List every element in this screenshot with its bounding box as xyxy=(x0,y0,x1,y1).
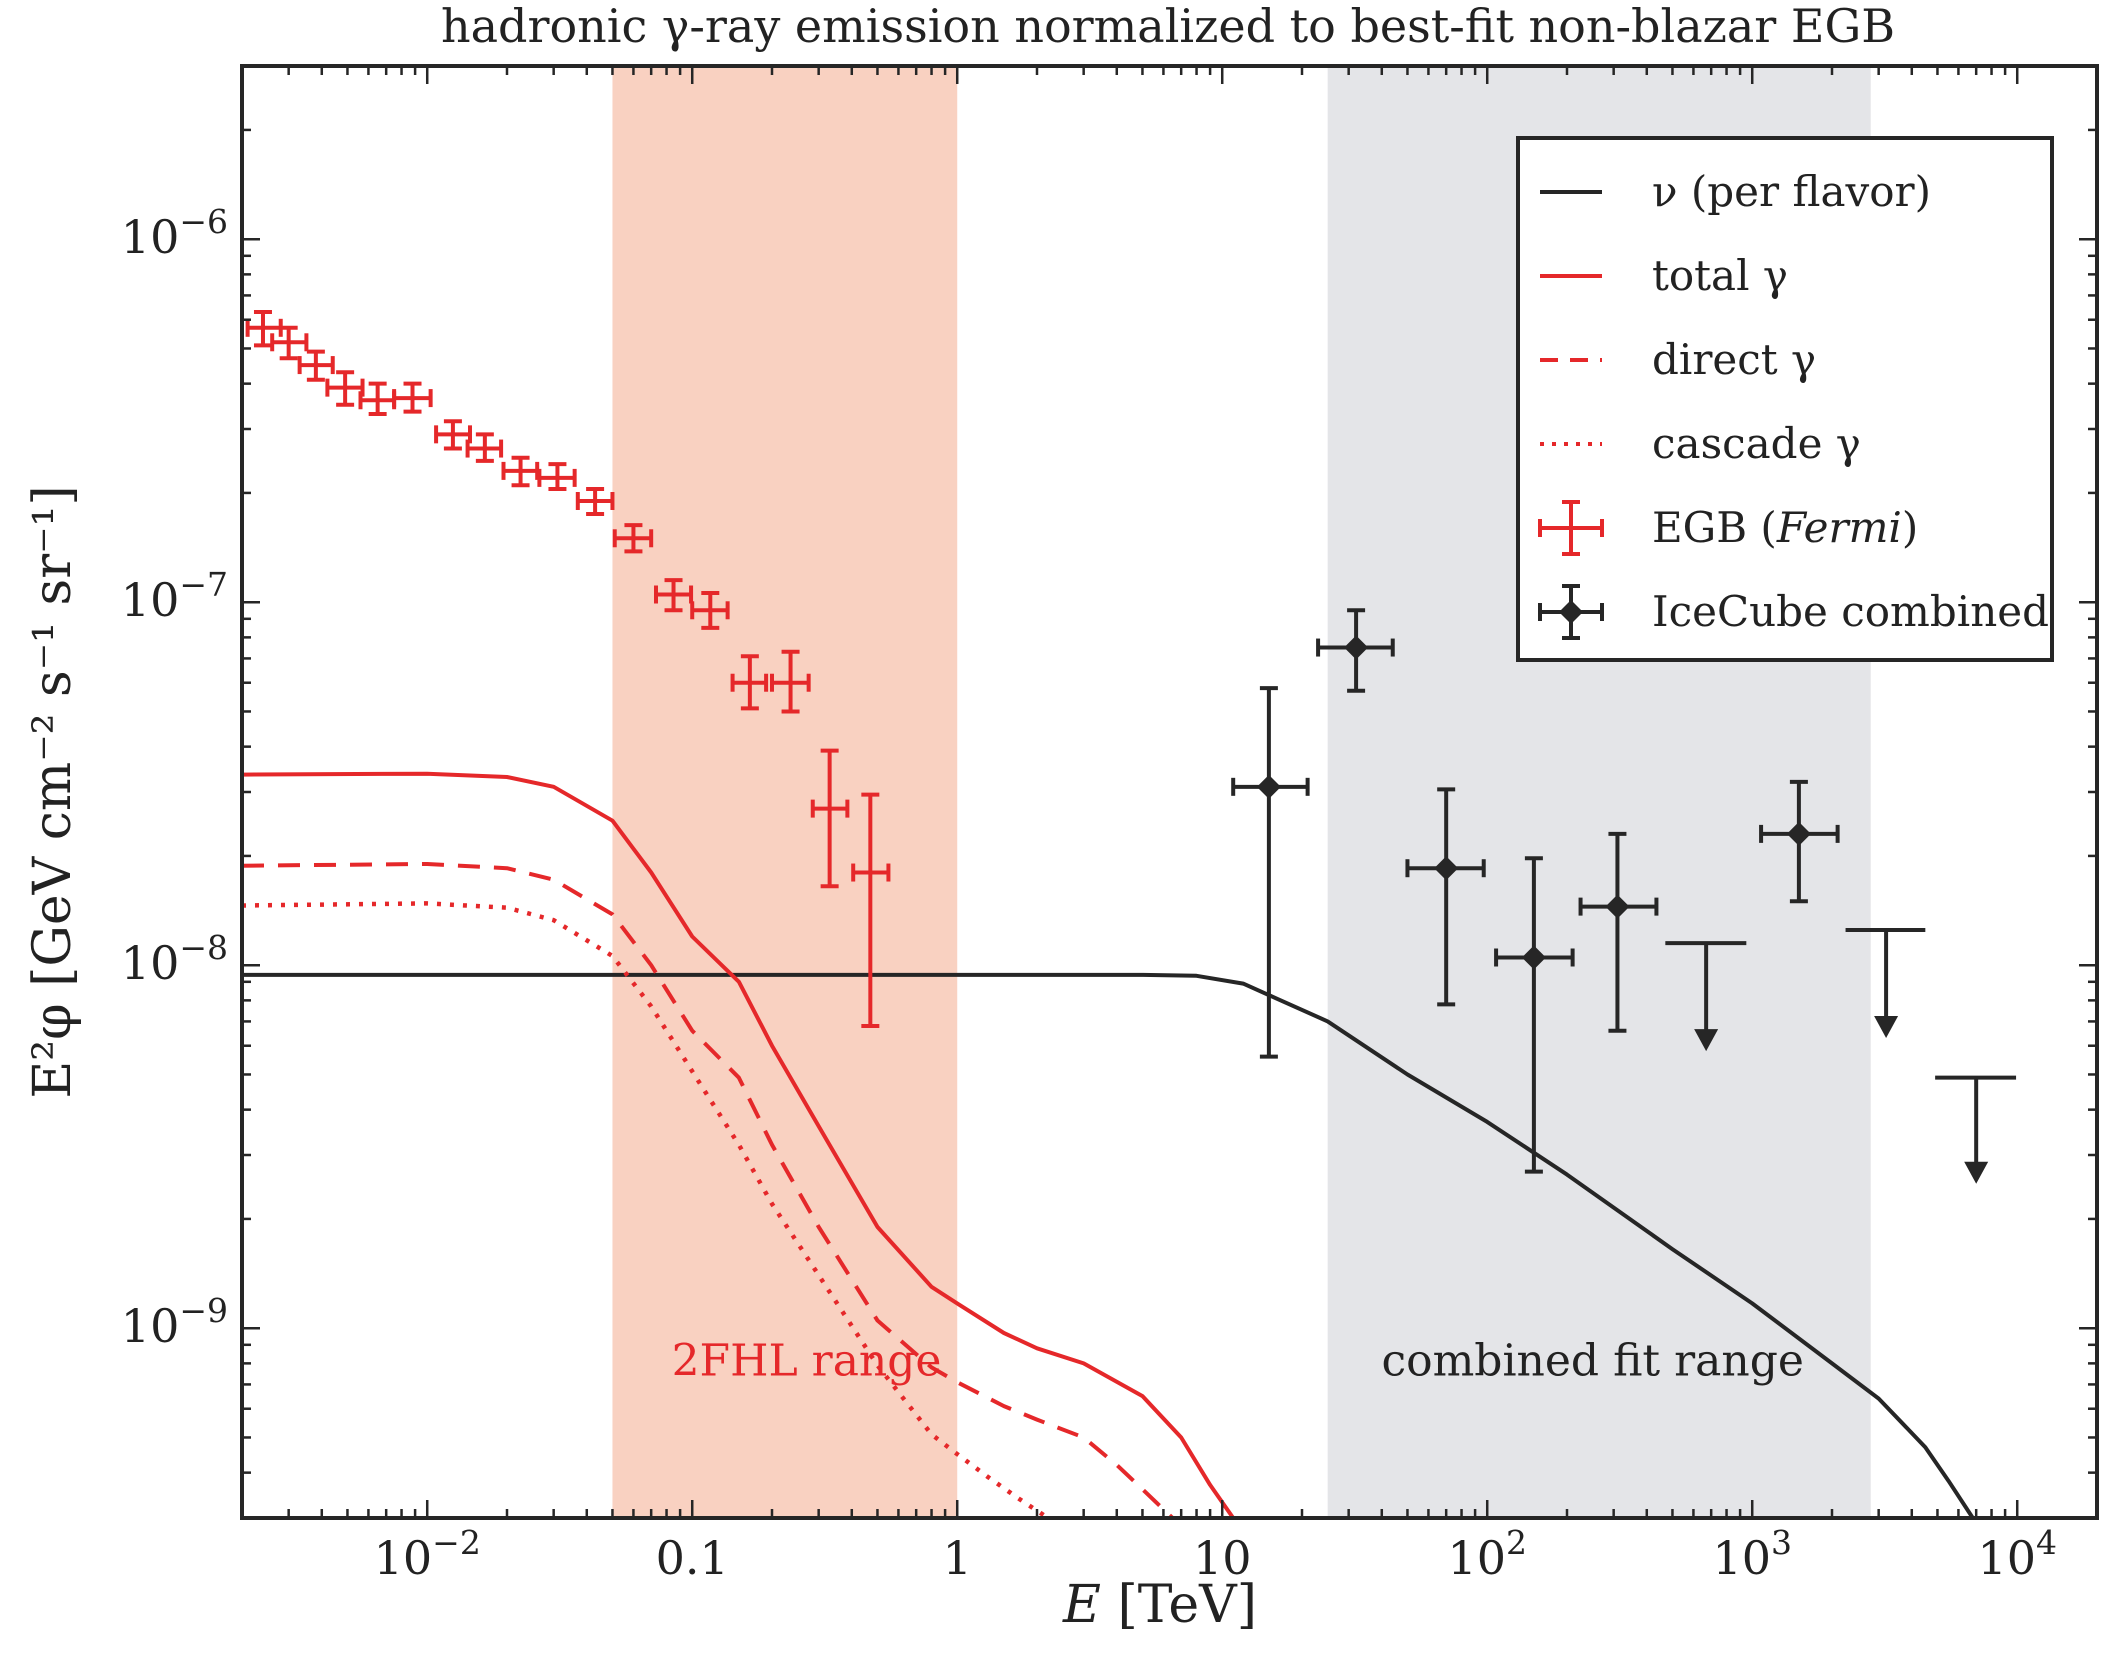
errorbar-point-egb-fermi xyxy=(851,792,891,1028)
y-tick-label: 10−9 xyxy=(121,1291,228,1353)
x-tick-label: 10 xyxy=(1193,1531,1252,1585)
chart-title: hadronic γ-ray emission normalized to be… xyxy=(441,0,1895,53)
errorbar-point-icecube-combined xyxy=(1494,856,1575,1174)
y-tick-label: 10−6 xyxy=(121,202,228,264)
errorbar-point-egb-fermi xyxy=(465,432,504,463)
curve-direct xyxy=(242,862,1174,1518)
curve-cascade xyxy=(242,901,1050,1518)
errorbar-point-egb-fermi xyxy=(612,523,654,554)
upper-limit-arrowhead xyxy=(1874,1016,1899,1039)
legend-label: cascade γ xyxy=(1652,419,1861,468)
legend: ν (per flavor) total γ direct γ cascade γ EG… xyxy=(1516,136,2054,662)
y-tick-label: 10−7 xyxy=(121,565,228,627)
errorbar-point-icecube-combined xyxy=(1759,779,1840,904)
y-tick-label: 10−8 xyxy=(121,928,228,990)
legend-box xyxy=(1516,136,2054,662)
band-labels: 2FHL range combined fit range xyxy=(672,1336,1804,1387)
legend-label: EGB (Fermi) xyxy=(1652,503,1918,552)
errorbar-point-egb-fermi xyxy=(770,649,811,714)
upper-limit-icecube-combined xyxy=(1665,941,1747,1052)
legend-label: direct γ xyxy=(1652,335,1816,384)
plot-frame xyxy=(240,64,2099,1520)
errorbar-point-icecube-combined xyxy=(1316,608,1395,693)
legend-label: IceCube combined xyxy=(1652,587,2049,636)
errorbar-point-egb-fermi xyxy=(575,487,615,516)
errorbar-point-egb-fermi xyxy=(654,578,694,613)
errorbar-point-egb-fermi xyxy=(392,381,433,414)
errorbar-point-egb-fermi xyxy=(270,325,309,361)
upper-limit-icecube-combined xyxy=(1935,1075,2017,1184)
legend-swatch-icecube-combined xyxy=(1538,584,1604,640)
x-axis-label-variable: E xyxy=(1062,1575,1101,1635)
curve-total xyxy=(242,771,1235,1518)
upper-limit-arrowhead xyxy=(1694,1029,1719,1052)
x-axis-label: E [TeV] xyxy=(1062,1575,1257,1635)
x-tick-label: 1 xyxy=(943,1531,972,1585)
legend-diamond-marker xyxy=(1559,600,1583,624)
errorbar-point-egb-fermi xyxy=(297,349,335,382)
upper-limit-icecube-combined xyxy=(1845,928,1926,1039)
x-tick-label: 10−2 xyxy=(374,1523,481,1585)
legend-swatch-egb-fermi xyxy=(1538,500,1604,556)
legend-label: total γ xyxy=(1652,251,1788,300)
errorbar-point-egb-fermi xyxy=(810,748,850,889)
diamond-marker xyxy=(1521,945,1546,970)
y-axis-label: E²φ [GeV cm⁻² s⁻¹ sr⁻¹] xyxy=(23,485,83,1098)
errorbar-point-egb-fermi xyxy=(730,654,769,711)
x-tick-label: 104 xyxy=(1977,1523,2057,1585)
band-2fhl-range xyxy=(612,66,958,1518)
diamond-marker xyxy=(1434,856,1459,881)
x-tick-label: 103 xyxy=(1712,1523,1792,1585)
errorbar-point-egb-fermi xyxy=(325,370,365,407)
legend-label: ν (per flavor) xyxy=(1652,167,1931,216)
errorbar-point-icecube-combined xyxy=(1405,787,1486,1007)
diamond-marker xyxy=(1344,635,1369,660)
upper-limit-arrowhead xyxy=(1964,1161,1989,1184)
diamond-marker xyxy=(1786,821,1811,846)
band-label-2fhl-range: 2FHL range xyxy=(672,1336,942,1387)
band-label-combined-fit-range: combined fit range xyxy=(1381,1336,1803,1387)
errorbar-point-egb-fermi xyxy=(358,381,397,416)
diamond-marker xyxy=(1605,894,1630,919)
errorbar-point-egb-fermi xyxy=(501,455,540,488)
errorbar-point-egb-fermi xyxy=(434,419,472,451)
x-axis-label-unit: [TeV] xyxy=(1101,1575,1257,1635)
diamond-marker xyxy=(1256,774,1281,799)
curves xyxy=(242,771,1975,1518)
errorbar-point-egb-fermi xyxy=(537,462,577,492)
x-tick-label: 102 xyxy=(1447,1523,1527,1585)
errorbar-point-icecube-combined xyxy=(1231,686,1310,1059)
curve-per-flavor xyxy=(242,972,1975,1518)
error-bars xyxy=(245,310,2017,1184)
errorbar-point-icecube-combined xyxy=(1578,831,1659,1033)
errorbar-point-egb-fermi xyxy=(245,310,283,348)
errorbar-point-egb-fermi xyxy=(690,591,730,630)
x-tick-label: 0.1 xyxy=(656,1531,729,1585)
